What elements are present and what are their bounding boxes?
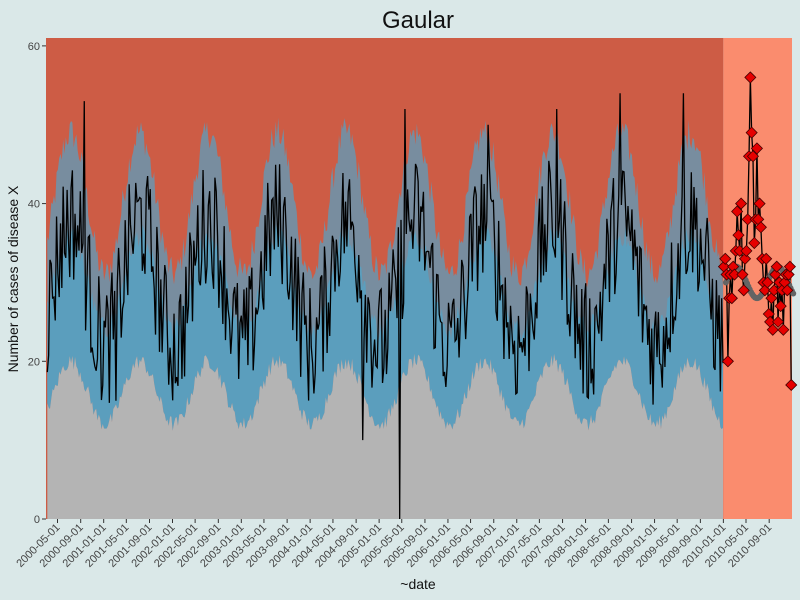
forecast-point [760, 252, 773, 265]
forecast-point [750, 142, 763, 155]
forecast-point [761, 276, 774, 289]
forecast-point [782, 268, 795, 281]
y-tick-label: 0 [34, 514, 40, 526]
forecast-point [754, 221, 767, 234]
forecast-point [719, 252, 732, 265]
y-tick-label: 20 [28, 356, 40, 368]
forecast-point [768, 284, 781, 297]
forecast-point [740, 244, 753, 257]
forecast-point [728, 268, 741, 281]
forecast-point [738, 252, 752, 265]
forecast-point [744, 71, 757, 84]
forecast-point [737, 284, 750, 297]
y-axis: 0 20 40 60 [28, 41, 46, 526]
forecast-point [746, 150, 760, 163]
forecast-point [731, 205, 744, 218]
forecast-point [774, 300, 787, 313]
forecast-point [748, 236, 761, 250]
plot-area [46, 38, 798, 520]
forecast-point [721, 355, 734, 368]
y-axis-label: Number of cases of disease X [5, 185, 21, 372]
forecast-point [753, 197, 766, 210]
forecast-point [735, 197, 748, 210]
forecast-point [745, 126, 758, 139]
chart-title: Gaular [382, 7, 454, 34]
forecast-point [766, 323, 779, 336]
expected-point [790, 290, 797, 297]
lower-band [47, 353, 723, 519]
y-tick-label: 60 [28, 41, 40, 53]
forecast-point [770, 260, 783, 273]
forecast-point [741, 213, 754, 226]
forecast-point [783, 260, 796, 273]
forecast-point [777, 323, 790, 336]
forecast-point [725, 292, 738, 305]
forecast-point [736, 268, 749, 281]
forecast-point [781, 284, 794, 297]
forecast-point [771, 315, 785, 328]
forecast-point [769, 268, 782, 281]
observed-line [46, 93, 724, 520]
x-axis-label: ~date [400, 576, 436, 592]
forecast-point [732, 229, 745, 242]
y-tick-label: 40 [28, 199, 40, 211]
forecast-point [785, 378, 798, 392]
